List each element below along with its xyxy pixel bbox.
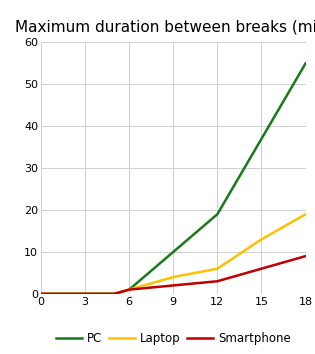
Line: Laptop: Laptop — [41, 214, 306, 294]
PC — [215, 212, 219, 216]
Smartphone — [112, 292, 116, 296]
Laptop — [215, 267, 219, 271]
Laptop — [127, 287, 131, 292]
PC — [112, 292, 116, 296]
Smartphone — [215, 279, 219, 283]
Title: Maximum duration between breaks (min): Maximum duration between breaks (min) — [14, 19, 315, 34]
PC — [39, 292, 43, 296]
PC — [260, 137, 263, 141]
Line: Smartphone: Smartphone — [41, 256, 306, 294]
Smartphone — [127, 287, 131, 292]
Smartphone — [39, 292, 43, 296]
Smartphone — [304, 254, 307, 258]
Laptop — [171, 275, 175, 279]
Laptop — [304, 212, 307, 216]
PC — [304, 61, 307, 65]
Legend: PC, Laptop, Smartphone: PC, Laptop, Smartphone — [56, 332, 291, 346]
Smartphone — [171, 283, 175, 287]
Smartphone — [83, 292, 87, 296]
PC — [171, 250, 175, 254]
PC — [83, 292, 87, 296]
Line: PC: PC — [41, 63, 306, 294]
Smartphone — [260, 267, 263, 271]
PC — [127, 287, 131, 292]
Laptop — [112, 292, 116, 296]
Laptop — [260, 237, 263, 241]
Laptop — [39, 292, 43, 296]
Laptop — [83, 292, 87, 296]
